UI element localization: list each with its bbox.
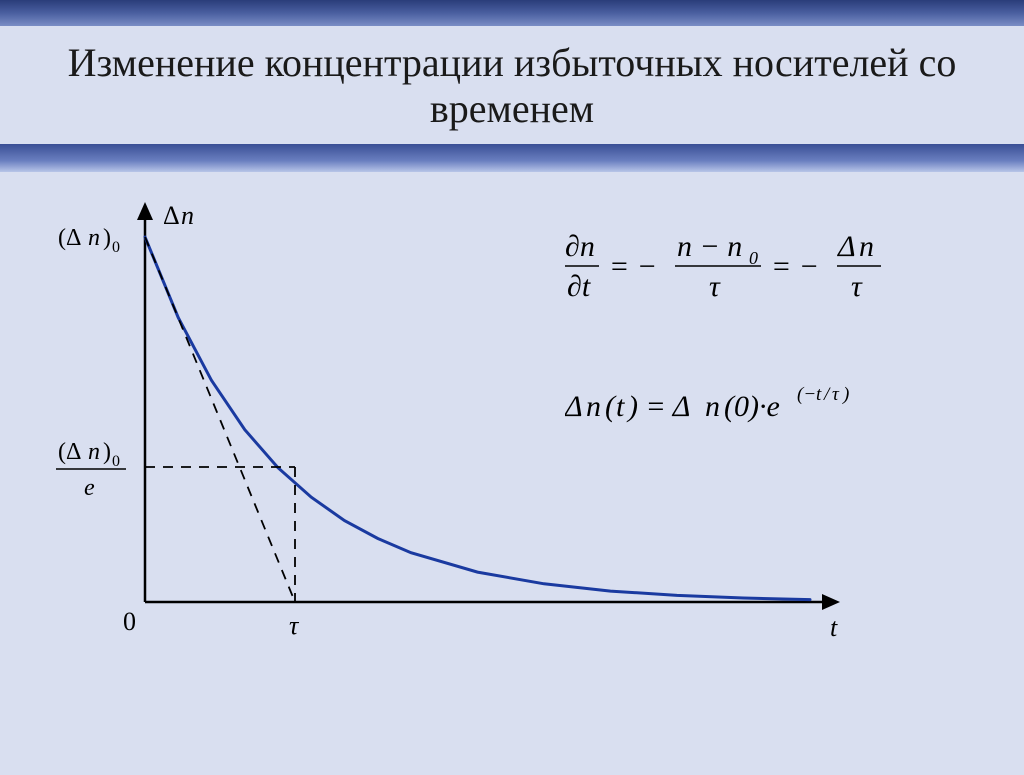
svg-text:Δ: Δ — [565, 390, 583, 423]
svg-text:(Δ: (Δ — [58, 439, 81, 465]
eq1-svg: ∂n ∂t = − n − n 0 τ = − Δ n τ — [565, 226, 945, 308]
svg-text:τ: τ — [709, 270, 721, 303]
svg-text:t: t — [830, 613, 838, 642]
svg-text:0: 0 — [112, 239, 120, 256]
svg-text:) = Δ: ) = Δ — [626, 390, 690, 423]
svg-text:n: n — [181, 201, 194, 230]
svg-text:Δ: Δ — [163, 201, 180, 230]
svg-text:/: / — [823, 384, 831, 405]
svg-text:n: n — [859, 230, 874, 263]
svg-text:n: n — [705, 390, 720, 423]
svg-text:): ) — [103, 439, 111, 465]
under-gradient-bar — [0, 144, 1024, 172]
svg-text:): ) — [842, 384, 849, 405]
equation-solution: Δ n ( t ) = Δ n (0)·e (− t / τ ) — [565, 382, 925, 438]
slide-title: Изменение концентрации избыточных носите… — [0, 26, 1024, 144]
svg-text:n: n — [88, 225, 100, 251]
svg-text:Δ: Δ — [837, 230, 856, 263]
svg-text:0: 0 — [749, 248, 758, 268]
svg-text:t: t — [616, 390, 625, 423]
svg-text:= −: = − — [771, 250, 819, 283]
svg-text:= −: = − — [609, 250, 657, 283]
svg-text:∂t: ∂t — [567, 270, 591, 303]
svg-text:t: t — [816, 384, 822, 405]
svg-text:∂n: ∂n — [565, 230, 595, 263]
svg-text:τ: τ — [832, 384, 840, 405]
svg-text:n: n — [586, 390, 601, 423]
svg-text:n − n: n − n — [677, 230, 742, 263]
svg-text:τ: τ — [851, 270, 863, 303]
content-area: Δnt0(Δn)0(Δn)0eτ ∂n ∂t = − n − n 0 τ = −… — [0, 172, 1024, 775]
svg-text:(0)·e: (0)·e — [724, 390, 780, 423]
top-gradient-bar — [0, 0, 1024, 26]
svg-text:): ) — [103, 225, 111, 251]
svg-text:τ: τ — [289, 611, 300, 640]
svg-text:(Δ: (Δ — [58, 225, 81, 251]
equation-differential: ∂n ∂t = − n − n 0 τ = − Δ n τ — [565, 226, 945, 314]
svg-text:(−: (− — [797, 384, 816, 405]
svg-text:0: 0 — [112, 453, 120, 470]
svg-text:n: n — [88, 439, 100, 465]
eq2-svg: Δ n ( t ) = Δ n (0)·e (− t / τ ) — [565, 382, 925, 432]
svg-text:0: 0 — [123, 607, 136, 636]
svg-text:e: e — [84, 475, 95, 501]
